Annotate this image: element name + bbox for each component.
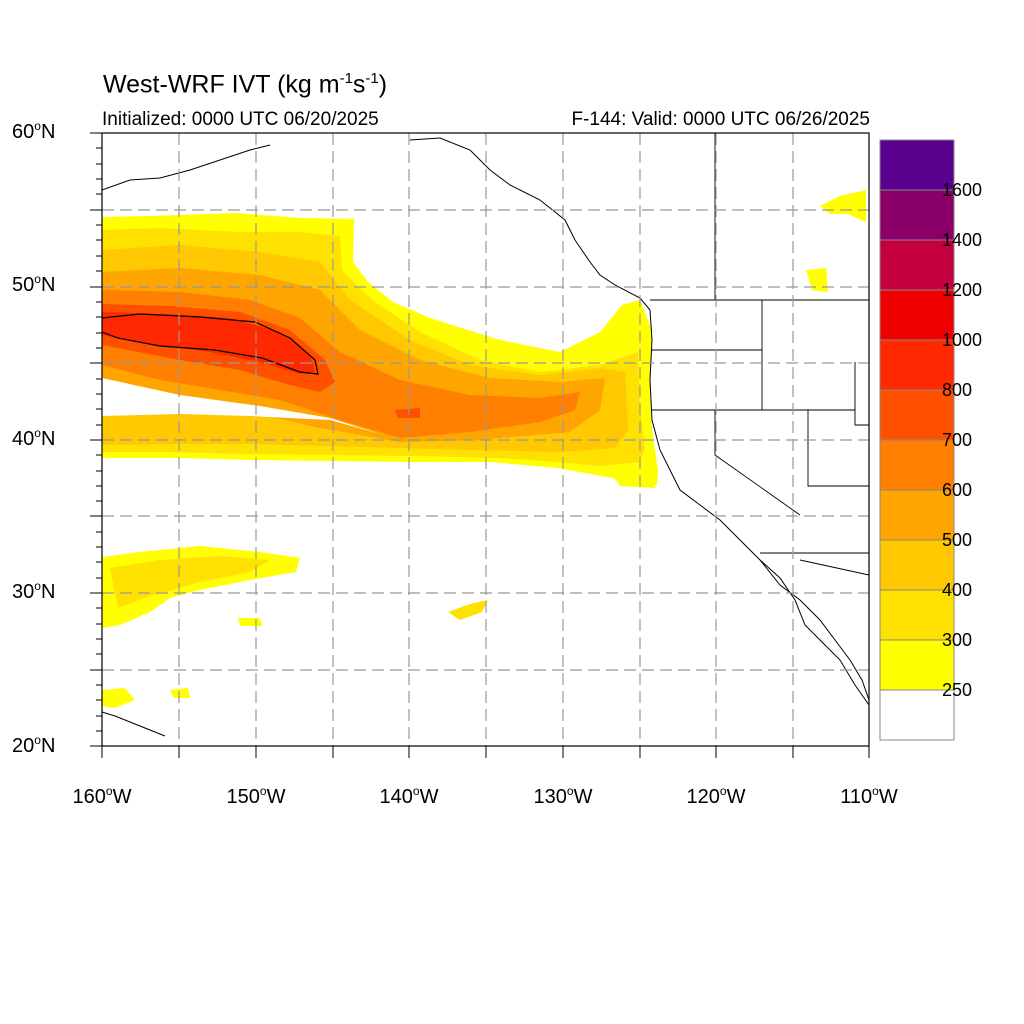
colorbar-label-600: 600 — [942, 480, 973, 500]
ivt-blob-7 — [608, 468, 656, 488]
lon-label-150w: 150oW — [226, 784, 286, 808]
lat-label-40: 40oN — [12, 426, 56, 450]
grid-lines — [102, 133, 869, 746]
cb-box-400 — [879, 539, 955, 591]
us-west-coast — [649, 309, 869, 701]
colorbar-label-500: 500 — [942, 530, 973, 550]
ivt-blob-5 — [820, 190, 866, 222]
state-borders — [650, 133, 869, 576]
hawaii — [102, 711, 166, 737]
western-alaska — [102, 144, 271, 191]
alaska-coast — [409, 137, 576, 241]
lon-label-110w: 110oW — [840, 784, 898, 808]
cb-box-1600 — [879, 139, 955, 191]
ivt-blob-2 — [102, 688, 135, 708]
cb-box-800 — [879, 339, 955, 391]
lon-label-160w: 160oW — [72, 784, 132, 808]
colorbar-label-1600: 1600 — [942, 180, 983, 200]
ivt-blob-1 — [448, 600, 488, 620]
ivt-gap — [102, 378, 380, 434]
lon-label-140w: 140oW — [379, 784, 439, 808]
lon-label-130w: 130oW — [533, 784, 593, 808]
lon-label-120w: 120oW — [686, 784, 746, 808]
cb-box-1400 — [879, 189, 955, 241]
cb-box-250 — [879, 639, 955, 691]
colorbar-label-300: 300 — [942, 630, 973, 650]
ivt-band-south-inner — [110, 556, 270, 608]
lat-label-60: 60oN — [12, 119, 56, 143]
colorbar-label-800: 800 — [942, 380, 973, 400]
bc-coast — [574, 239, 651, 311]
lat-label-50: 50oN — [12, 272, 56, 296]
colorbar-label-1400: 1400 — [942, 230, 983, 250]
ivt-blob-6 — [806, 268, 828, 292]
initialized-time: Initialized: 0000 UTC 06/20/2025 — [102, 109, 379, 130]
baja-coast — [759, 559, 869, 706]
colorbar-label-1000: 1000 — [942, 330, 983, 350]
colorbar-label-1200: 1200 — [942, 280, 983, 300]
lat-label-30: 30oN — [12, 579, 56, 603]
colorbar-label-250: 250 — [942, 680, 973, 700]
map-title: West-WRF IVT (kg m-1s-1) — [103, 70, 388, 99]
axis-ticks — [90, 132, 870, 758]
colorbar-label-700: 700 — [942, 430, 973, 450]
ivt-blob-4 — [238, 618, 262, 626]
cb-box-below — [879, 689, 955, 741]
lat-label-20: 20oN — [12, 733, 56, 757]
ivt-field — [102, 133, 869, 746]
cb-box-700 — [879, 389, 955, 441]
coastlines — [102, 137, 869, 737]
ivt-blob-3 — [170, 688, 190, 698]
ivt-contour-1000 — [102, 313, 319, 375]
valid-time: F-144: Valid: 0000 UTC 06/26/2025 — [571, 109, 870, 130]
colorbar — [879, 139, 955, 741]
colorbar-label-400: 400 — [942, 580, 973, 600]
